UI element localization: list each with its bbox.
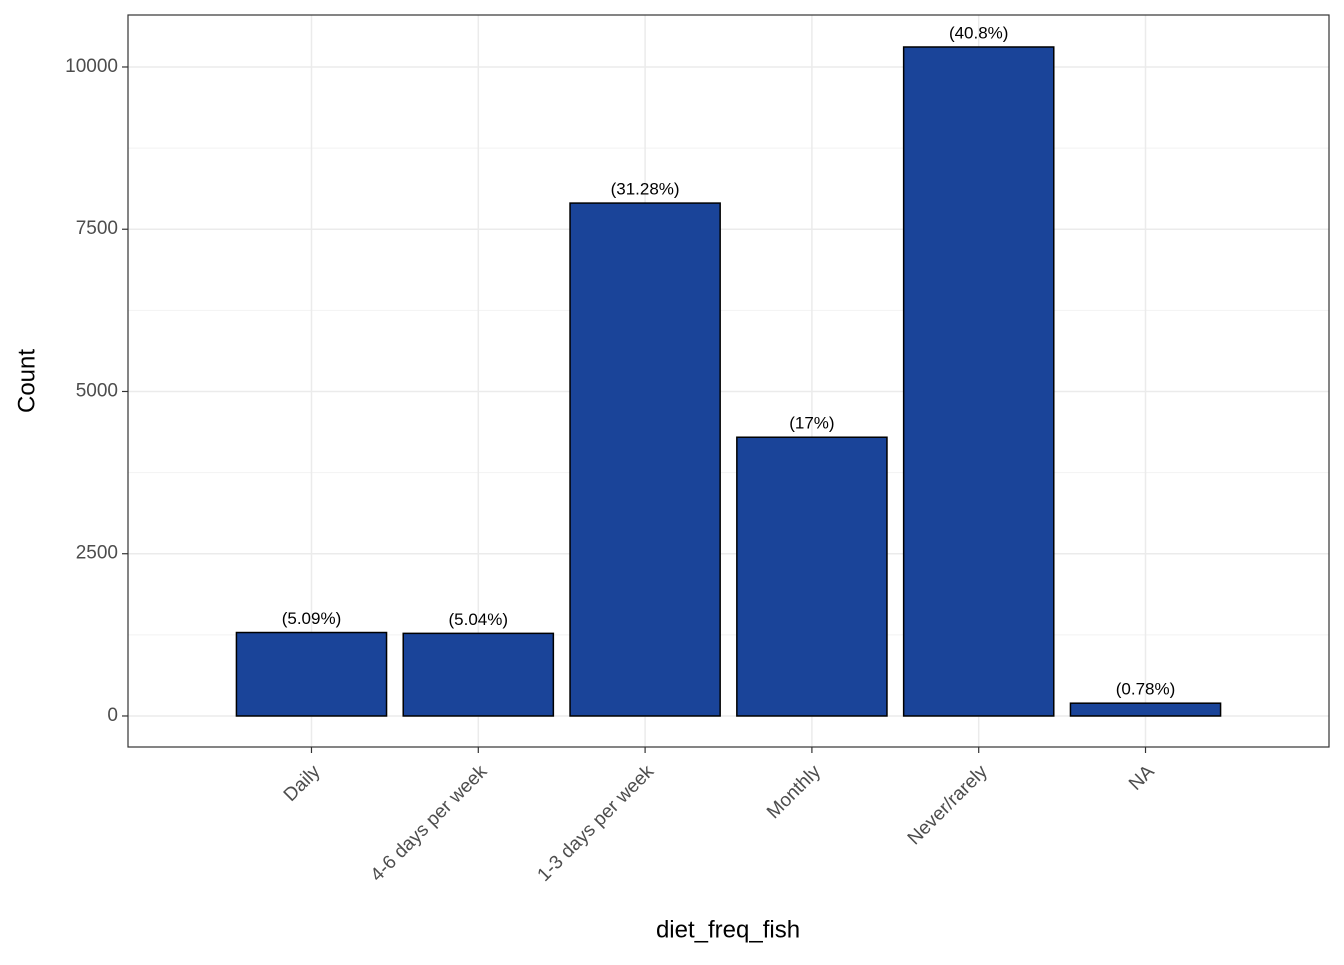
bar [902, 46, 1055, 717]
y-axis-title: Count [13, 349, 40, 413]
bar-label: (31.28%) [611, 180, 680, 199]
bar-label: (5.04%) [449, 610, 509, 629]
bar-label: (17%) [789, 414, 834, 433]
y-tick-label: 7500 [76, 218, 118, 239]
x-axis-title: diet_freq_fish [656, 916, 800, 943]
panel-border [127, 14, 1330, 748]
bar [235, 631, 388, 717]
bar [736, 436, 888, 717]
y-tick-label: 2500 [76, 543, 118, 564]
bar [402, 632, 555, 717]
bar [569, 202, 721, 717]
bar-label: (5.09%) [282, 609, 342, 628]
bar-label: (40.8%) [949, 23, 1009, 42]
grid [128, 15, 1329, 747]
y-tick-label: 10000 [65, 56, 118, 77]
y-tick-label: 5000 [76, 380, 118, 401]
bar-label: (0.78%) [1116, 680, 1176, 699]
marks: (5.09%) (5.04%) (31.28%) (17%) (40.8%) (0.78%… [235, 23, 1222, 717]
bar [1069, 702, 1222, 717]
y-tick-label: 0 [107, 705, 118, 726]
